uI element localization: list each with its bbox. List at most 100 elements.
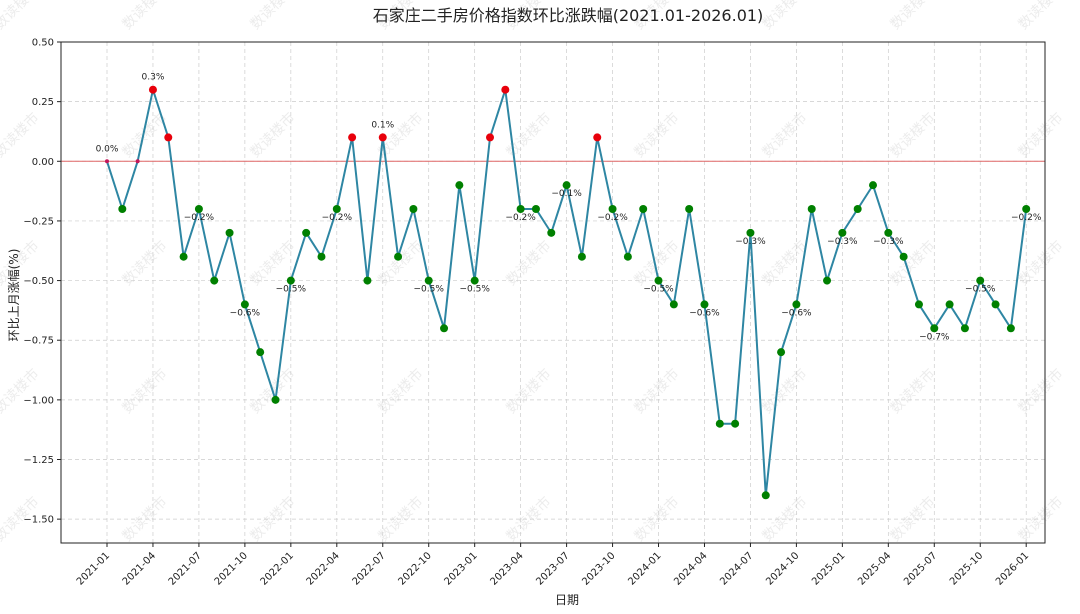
data-label: −0.3% [873, 237, 904, 247]
data-point [608, 205, 617, 213]
watermark-text: 数读楼市 [119, 365, 171, 417]
data-point [424, 276, 433, 285]
data-point [976, 276, 985, 285]
data-point [271, 395, 280, 404]
data-point [164, 133, 173, 142]
x-tick-label: 2024-07 [718, 550, 755, 587]
x-tick-label: 2024-04 [672, 550, 709, 587]
data-label: −0.5% [414, 285, 445, 295]
data-point [1006, 324, 1015, 333]
data-point [516, 205, 525, 213]
watermark-text: 数读楼市 [887, 365, 939, 417]
data-label: 0.3% [142, 73, 165, 83]
x-tick-label: 2024-10 [764, 550, 801, 587]
data-point [623, 252, 632, 261]
data-point [884, 228, 893, 237]
data-point [256, 348, 265, 357]
watermark-text: 数读楼市 [119, 237, 171, 289]
data-point [440, 324, 449, 333]
data-point [914, 300, 923, 309]
data-label: −0.6% [230, 308, 261, 318]
x-tick-label: 2023-10 [580, 550, 617, 587]
data-point [577, 252, 586, 261]
data-point [302, 228, 311, 237]
data-label: −0.3% [735, 237, 766, 247]
data-point [378, 133, 387, 142]
data-label: −0.2% [505, 213, 536, 223]
x-tick-label: 2025-01 [810, 550, 847, 587]
plot-area [60, 41, 1046, 544]
watermark-text: 数读楼市 [0, 109, 42, 161]
data-point [654, 276, 663, 285]
x-tick-label: 2022-04 [305, 550, 342, 587]
data-point [807, 205, 816, 213]
data-point [669, 300, 678, 309]
data-point [853, 205, 862, 213]
watermark-text: 数读楼市 [247, 0, 299, 33]
data-label: 0.1% [371, 120, 394, 130]
watermark-text: 数读楼市 [119, 0, 171, 33]
y-tick-label: −1.00 [23, 395, 54, 406]
data-point [731, 419, 740, 428]
y-tick-label: −1.25 [23, 455, 54, 466]
data-point [761, 491, 770, 500]
data-point [960, 324, 969, 333]
data-label: −0.1% [551, 189, 582, 199]
data-point [317, 252, 326, 261]
data-point [1022, 205, 1031, 213]
data-point [547, 228, 556, 237]
data-point [531, 205, 540, 213]
y-tick-label: 0.00 [32, 157, 54, 168]
watermark-text: 数读楼市 [503, 365, 555, 417]
data-point [792, 300, 801, 309]
data-point [700, 300, 709, 309]
watermark-text: 数读楼市 [631, 109, 683, 161]
data-label: −0.6% [689, 308, 720, 318]
data-point [945, 300, 954, 309]
data-point [685, 205, 694, 213]
x-tick-label: 2025-07 [902, 550, 939, 587]
data-point [394, 252, 403, 261]
watermark-text: 数读楼市 [1015, 109, 1067, 161]
y-tick-label: −1.50 [23, 515, 54, 526]
data-label: −0.3% [827, 237, 858, 247]
data-point [118, 205, 127, 213]
watermark-text: 数读楼市 [759, 365, 811, 417]
data-point [240, 300, 249, 309]
x-tick-label: 2023-01 [442, 550, 479, 587]
watermark-text: 数读楼市 [503, 237, 555, 289]
grid [61, 41, 1045, 543]
data-labels: 0.0% 0.3% −0.2% −0.6% −0.5% −0.2% 0.1% −0.5% −0.… [96, 73, 1042, 343]
y-tick-label: −0.25 [23, 216, 54, 227]
y-tick-label: 0.50 [32, 38, 54, 49]
watermark-text: 数读楼市 [759, 0, 811, 33]
y-tick-label: −0.50 [23, 276, 54, 287]
data-label: −0.5% [459, 285, 490, 295]
watermark-text: 数读楼市 [887, 109, 939, 161]
x-tick-label: 2025-10 [948, 550, 985, 587]
data-label: −0.5% [276, 285, 307, 295]
data-label: −0.2% [1011, 213, 1042, 223]
data-point [899, 252, 908, 261]
x-tick-label: 2021-10 [213, 550, 250, 587]
x-tick-label: 2024-01 [626, 550, 663, 587]
watermark-text: 数读楼市 [631, 365, 683, 417]
data-label: −0.5% [643, 285, 674, 295]
data-point [332, 205, 341, 213]
data-point [363, 276, 372, 285]
x-tick-label: 2023-07 [534, 550, 571, 587]
data-point [715, 419, 724, 428]
x-axis-label: 日期 [555, 593, 579, 607]
x-tick-label: 2021-07 [167, 550, 204, 587]
data-label: −0.7% [919, 332, 950, 342]
data-point [105, 159, 109, 164]
data-point [501, 85, 510, 94]
data-point [869, 181, 877, 190]
data-point [194, 205, 203, 213]
data-point [148, 85, 157, 94]
x-tick-label: 2026-01 [994, 550, 1031, 587]
data-point [409, 205, 418, 213]
data-point [210, 276, 219, 285]
data-point [593, 133, 602, 142]
